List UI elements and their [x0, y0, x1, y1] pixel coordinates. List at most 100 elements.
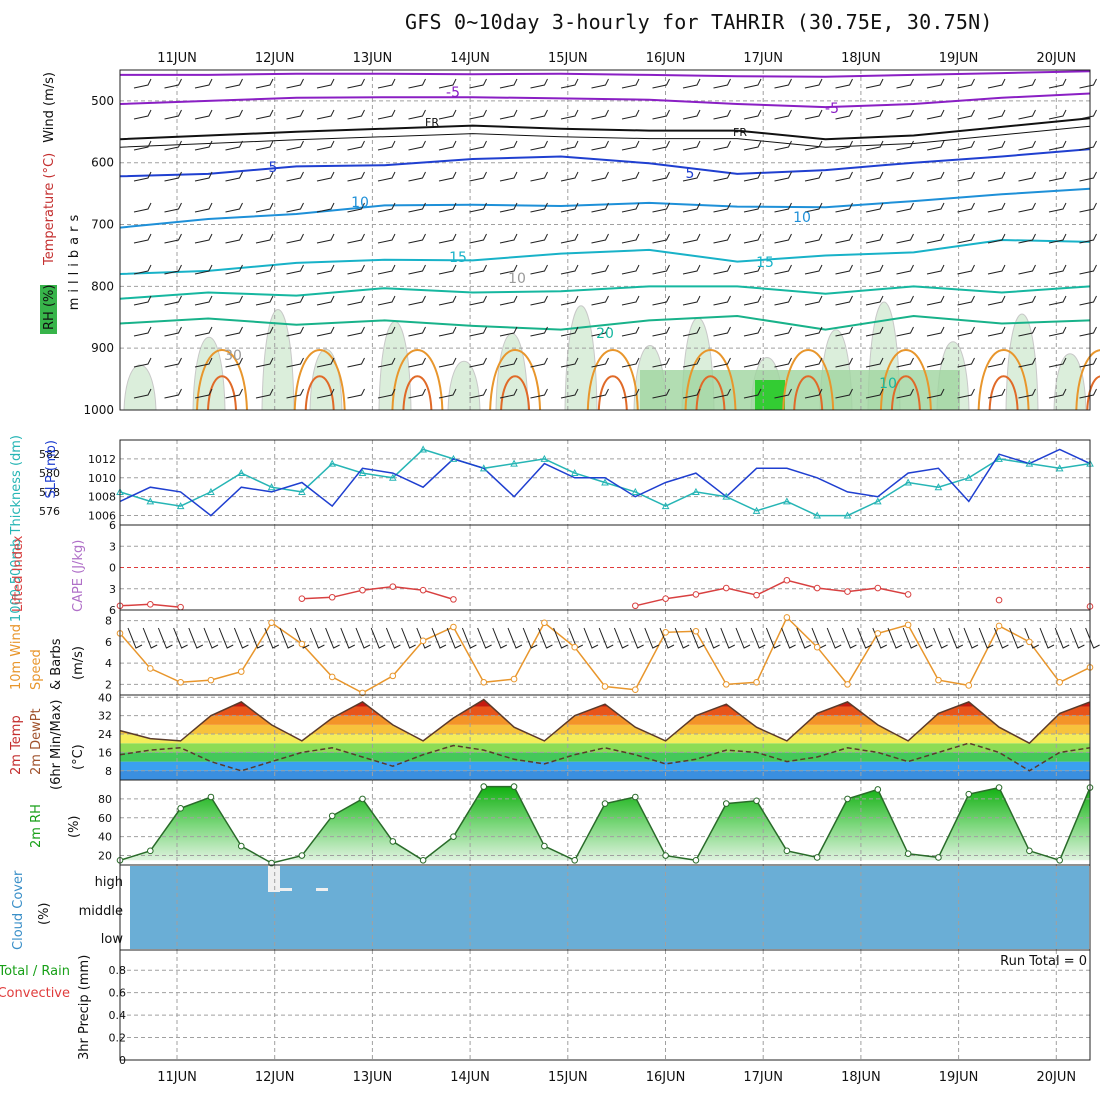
wind-barb — [530, 326, 548, 337]
rh-point — [571, 856, 578, 864]
wind-barb — [1079, 171, 1097, 182]
date-tick-label-bottom: 16JUN — [646, 1070, 686, 1085]
thickness-point — [813, 511, 822, 519]
wind-barb — [469, 140, 487, 151]
wind-barb — [804, 264, 823, 275]
wind-barb — [469, 109, 487, 120]
wind-barb — [164, 264, 182, 275]
wind-barb — [560, 78, 579, 89]
rh-tick-label: 80 — [98, 793, 112, 806]
date-tick-label-top: 15JUN — [548, 51, 588, 66]
thickness-point — [298, 487, 306, 495]
wind-barb — [530, 78, 548, 89]
wind-barb — [613, 627, 629, 649]
wind-barb — [987, 171, 1006, 182]
wind-barb — [652, 388, 670, 399]
wind-barb — [560, 140, 579, 151]
lifted-index-point — [904, 591, 912, 598]
thickness-point — [267, 483, 276, 491]
wind-barb — [713, 202, 731, 213]
wind-barb — [316, 295, 335, 306]
wind-barb — [408, 202, 426, 213]
wind-barb — [286, 140, 304, 151]
wind-barb — [255, 202, 274, 213]
precip-panel-frame — [119, 949, 1091, 1061]
wind-barb — [377, 109, 396, 120]
rh-point — [722, 800, 730, 807]
wind-barb — [865, 109, 884, 120]
wind-barb — [689, 627, 705, 649]
wind-barb — [133, 326, 152, 337]
thickness-point — [419, 445, 427, 453]
temp-tick-label: 16 — [98, 746, 112, 759]
wind-barb — [682, 264, 701, 275]
rh-point — [1026, 847, 1033, 855]
wind-speed-point — [177, 678, 184, 686]
contour-label: 10 — [351, 195, 369, 211]
wind-barb — [408, 264, 426, 275]
wind-barb — [682, 202, 701, 213]
wind-barb — [902, 627, 918, 649]
wind-barb — [438, 357, 457, 368]
rh-point — [965, 790, 973, 798]
thickness-point — [722, 492, 731, 500]
slp-tick-label: 1008 — [88, 491, 116, 504]
isotherm-30 — [782, 349, 835, 411]
wind-barb — [835, 140, 853, 151]
thickness-point — [358, 469, 367, 477]
rh-tick-label: 60 — [98, 812, 112, 825]
wind-barb — [530, 202, 548, 213]
wind-barb — [591, 295, 609, 306]
wind-barb — [659, 627, 675, 649]
wind-barb — [560, 326, 579, 337]
wind-barb — [255, 109, 274, 120]
wind-barb — [469, 202, 487, 213]
wind-barb — [804, 357, 823, 368]
rh-point — [237, 842, 245, 850]
wind-barb — [127, 627, 143, 649]
wind-barb — [682, 78, 701, 89]
wind-barb — [682, 109, 701, 120]
wind-barb — [652, 109, 670, 120]
date-tick-label-top: 12JUN — [255, 51, 295, 66]
contour-label: FR — [733, 126, 747, 139]
wind-barb — [225, 109, 243, 120]
wind-barb — [133, 109, 152, 120]
thickness-point — [752, 506, 761, 514]
contour-label: 5 — [269, 160, 278, 176]
wind-barb — [279, 627, 295, 649]
wind-speed-point — [541, 619, 548, 627]
li-tick-label: 6 — [109, 604, 116, 617]
wind-barb — [530, 109, 548, 120]
wind-barb — [857, 627, 872, 649]
wind-barb — [591, 78, 609, 89]
wind-speed-point — [207, 676, 215, 684]
thickness-point — [631, 487, 640, 495]
page-title: GFS 0~10day 3-hourly for TAHRIR (30.75E,… — [405, 10, 993, 34]
date-tick-label-top: 17JUN — [743, 51, 783, 66]
wind-barb — [774, 388, 792, 399]
wind-barb — [431, 627, 447, 649]
wind-barbs-label: & Barbs — [49, 638, 64, 690]
date-tick-label-bottom: 19JUN — [939, 1070, 979, 1085]
wind-barb — [713, 78, 731, 89]
wind-barb — [316, 326, 335, 337]
wind-barb — [713, 295, 731, 306]
wind-speed-label: Speed — [29, 649, 44, 690]
wind-barb — [194, 171, 213, 182]
wind-barb — [1018, 264, 1036, 275]
rh-point — [783, 847, 791, 855]
wind-barb — [1079, 140, 1097, 151]
precip-tick-label: 0.2 — [109, 1032, 127, 1045]
rh-point — [995, 784, 1003, 791]
wind-barb — [286, 109, 304, 120]
temp-band — [120, 752, 1090, 762]
wind-barb — [157, 627, 173, 649]
temp-band — [120, 734, 1090, 744]
wind-barb — [804, 388, 823, 399]
rh-point — [419, 856, 427, 864]
wind-barb — [835, 357, 853, 368]
thickness-point — [388, 473, 397, 481]
wind-barb — [164, 78, 182, 89]
